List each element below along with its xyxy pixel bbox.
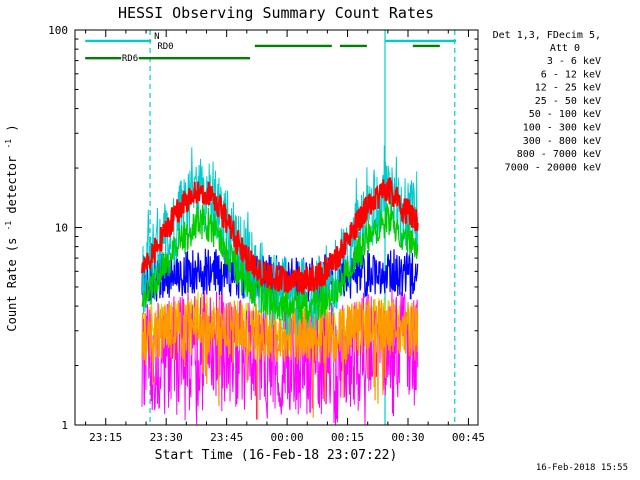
legend-entries-layer: 3 - 6 keV 6 - 12 keV 12 - 25 keV 25 - 50 ke… <box>505 56 601 173</box>
axes-layer: 23:15 23:30 23:45 00:00 00:15 00:30 00:45 1 10 10… <box>48 24 485 444</box>
y-tick-label: 1 <box>61 419 68 432</box>
series-3-6-kev <box>141 177 419 294</box>
y-axis-title-part: Count Rate (s <box>5 238 19 332</box>
x-tick-label: 23:30 <box>150 431 183 444</box>
flag-label-rd6: RD6 <box>122 54 138 64</box>
plot-generation-timestamp: 16-Feb-2018 15:55 <box>536 463 628 473</box>
y-tick-label: 10 <box>55 222 68 235</box>
y-axis-title: Count Rate (s -1 detector -1 ) <box>0 124 19 331</box>
chart-title: HESSI Observing Summary Count Rates <box>118 4 434 22</box>
flag-label-n: N <box>154 32 159 42</box>
y-axis-title-part: ) <box>5 124 19 131</box>
legend-entry-50-100-kev: 50 - 100 keV <box>529 109 601 120</box>
legend-header-attenuator: Att 0 <box>550 43 580 54</box>
flag-label-rd0: RD0 <box>157 42 173 52</box>
legend-entry-3-6-kev: 3 - 6 keV <box>547 56 601 67</box>
legend-entry-300-800-kev: 300 - 800 keV <box>523 136 601 147</box>
superscript-minus-one: -1 <box>4 139 13 149</box>
x-tick-label: 23:45 <box>210 431 243 444</box>
x-axis-title: Start Time (16-Feb-18 23:07:22) <box>155 448 398 463</box>
legend-entry-6-12-kev: 6 - 12 keV <box>541 69 601 80</box>
superscript-minus-one: -1 <box>4 221 13 231</box>
series-12-25-kev <box>141 201 419 323</box>
y-tick-label: 100 <box>48 24 68 37</box>
legend-entry-800-7000-kev: 800 - 7000 keV <box>517 149 601 160</box>
x-tick-label: 00:15 <box>331 431 364 444</box>
x-tick-label: 00:30 <box>391 431 424 444</box>
legend-entry-25-50-kev: 25 - 50 keV <box>535 96 601 107</box>
legend-entry-7000-20000-kev: 7000 - 20000 keV <box>505 162 601 173</box>
x-tick-label: 00:45 <box>452 431 485 444</box>
chart-data-layer <box>141 30 456 425</box>
x-tick-label: 00:00 <box>271 431 304 444</box>
legend-entry-12-25-kev: 12 - 25 keV <box>535 83 601 94</box>
y-axis-title-part: detector <box>5 156 19 214</box>
legend-entry-100-300-kev: 100 - 300 keV <box>523 123 601 134</box>
legend-header-detectors: Det 1,3, FDecim 5, <box>493 30 601 41</box>
x-tick-label: 23:15 <box>89 431 122 444</box>
